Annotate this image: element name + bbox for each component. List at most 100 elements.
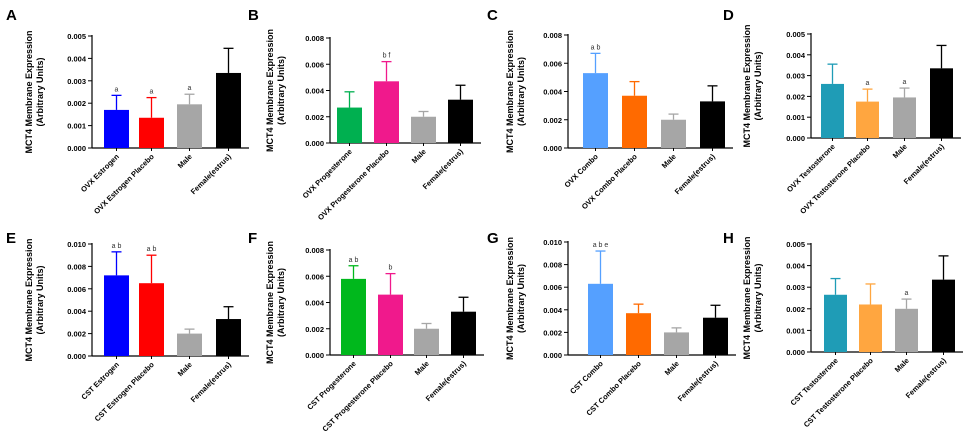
- y-axis-title: (Arbitrary Units): [276, 56, 286, 125]
- y-axis-title: MCT4 Membrane Expression: [742, 24, 752, 147]
- y-tick-label: 0.008: [67, 262, 86, 271]
- bar: [448, 99, 473, 143]
- bar: [626, 313, 651, 355]
- x-tick-label: Male: [410, 147, 428, 165]
- x-tick-label: Male: [660, 152, 678, 170]
- y-tick-label: 0.008: [305, 246, 324, 255]
- x-tick-label: CST Progesterone Placebo: [320, 359, 395, 434]
- bar: [378, 294, 403, 355]
- y-tick-label: 0.004: [305, 87, 325, 96]
- x-tick-label: OVX Combo: [563, 152, 601, 190]
- bar: [177, 104, 202, 148]
- bar: [821, 83, 844, 138]
- bar: [177, 333, 202, 356]
- significance-label: a: [188, 85, 192, 92]
- bar: [700, 101, 725, 148]
- y-tick-label: 0.008: [543, 31, 562, 40]
- y-axis-title: (Arbitrary Units): [276, 268, 286, 337]
- chart-panel-g: G MCT4 Membrane Expression (Arbitrary Unit…: [487, 230, 736, 418]
- panel-letter: D: [723, 7, 734, 24]
- bar: [588, 283, 613, 355]
- y-tick-label: 0.003: [786, 283, 805, 292]
- bar: [216, 319, 241, 356]
- x-tick-label: OVX Estrogen Placebo: [92, 152, 156, 216]
- y-tick-label: 0.002: [305, 113, 324, 122]
- y-tick-label: 0.000: [67, 352, 86, 361]
- x-tick-label: Female(estrus): [189, 152, 233, 196]
- bar: [583, 73, 608, 148]
- panel-letter: H: [723, 230, 734, 247]
- bar: [414, 328, 439, 355]
- x-tick-label: Male: [176, 360, 194, 378]
- y-tick-label: 0.008: [305, 34, 324, 43]
- x-tick-label: OVX Testosterone Placebo: [798, 142, 872, 216]
- significance-label: a b: [349, 257, 359, 264]
- y-tick-label: 0.010: [67, 240, 86, 249]
- chart-panel-e: E MCT4 Membrane Expression (Arbitrary Unit…: [6, 230, 249, 423]
- bar: [622, 95, 647, 148]
- significance-label: a b: [591, 44, 601, 51]
- y-tick-label: 0.005: [67, 32, 86, 41]
- panel-letter: G: [487, 230, 499, 247]
- x-tick-label: Male: [893, 356, 911, 374]
- y-tick-label: 0.002: [305, 325, 324, 334]
- bar: [895, 308, 918, 352]
- y-tick-label: 0.002: [543, 328, 562, 337]
- chart-panel-a: A MCT4 Membrane Expression (Arbitrary Unit…: [6, 7, 249, 216]
- x-tick-label: Female(estrus): [676, 359, 720, 403]
- bar: [139, 283, 164, 356]
- significance-label: b: [389, 265, 393, 272]
- bar: [104, 109, 129, 148]
- y-axis-title: MCT4 Membrane Expression: [24, 238, 34, 361]
- bar: [337, 107, 362, 143]
- bar: [703, 317, 728, 355]
- y-tick-label: 0.006: [305, 60, 324, 69]
- y-tick-label: 0.006: [305, 272, 324, 281]
- significance-label: a: [150, 89, 154, 96]
- y-tick-label: 0.004: [67, 307, 87, 316]
- y-axis-title: MCT4 Membrane Expression: [265, 29, 275, 152]
- panel-letter: E: [6, 230, 16, 247]
- x-tick-label: Female(estrus): [673, 152, 717, 196]
- y-tick-label: 0.008: [543, 261, 562, 270]
- y-tick-label: 0.006: [67, 285, 86, 294]
- chart-panel-b: B MCT4 Membrane Expression (Arbitrary Unit…: [248, 7, 481, 222]
- significance-label: a: [903, 79, 907, 86]
- significance-label: a b: [112, 243, 122, 250]
- y-tick-label: 0.000: [305, 351, 324, 360]
- panel-letter: F: [248, 230, 257, 247]
- bar: [216, 72, 241, 148]
- y-tick-label: 0.002: [67, 99, 86, 108]
- chart-panel-c: C MCT4 Membrane Expression (Arbitrary Unit…: [487, 7, 733, 211]
- y-axis-title: MCT4 Membrane Expression: [505, 237, 515, 360]
- y-tick-label: 0.002: [786, 92, 805, 101]
- x-tick-label: Male: [891, 142, 909, 160]
- x-tick-label: Female(estrus): [189, 360, 233, 404]
- significance-label: a: [866, 80, 870, 87]
- y-tick-label: 0.000: [305, 139, 324, 148]
- y-tick-label: 0.004: [786, 51, 806, 60]
- bar: [341, 278, 366, 355]
- y-tick-label: 0.004: [67, 54, 87, 63]
- bar: [932, 279, 955, 352]
- bar: [664, 332, 689, 355]
- bar: [411, 116, 436, 143]
- y-axis-title: (Arbitrary Units): [35, 265, 45, 334]
- y-tick-label: 0.000: [543, 144, 562, 153]
- x-tick-label: Male: [663, 359, 681, 377]
- bar: [930, 68, 953, 138]
- y-tick-label: 0.002: [67, 330, 86, 339]
- y-tick-label: 0.000: [543, 351, 562, 360]
- y-tick-label: 0.003: [67, 77, 86, 86]
- x-tick-label: CST Estrogen Placebo: [93, 360, 157, 424]
- bar: [451, 311, 476, 355]
- y-axis-title: MCT4 Membrane Expression: [265, 241, 275, 364]
- y-tick-label: 0.006: [543, 283, 562, 292]
- panel-letter: A: [6, 7, 17, 24]
- y-tick-label: 0.010: [543, 238, 562, 247]
- bar: [104, 275, 129, 356]
- significance-label: a: [115, 86, 119, 93]
- y-tick-label: 0.001: [786, 113, 805, 122]
- y-axis-title: MCT4 Membrane Expression: [742, 236, 752, 359]
- y-axis-title: MCT4 Membrane Expression: [505, 30, 515, 153]
